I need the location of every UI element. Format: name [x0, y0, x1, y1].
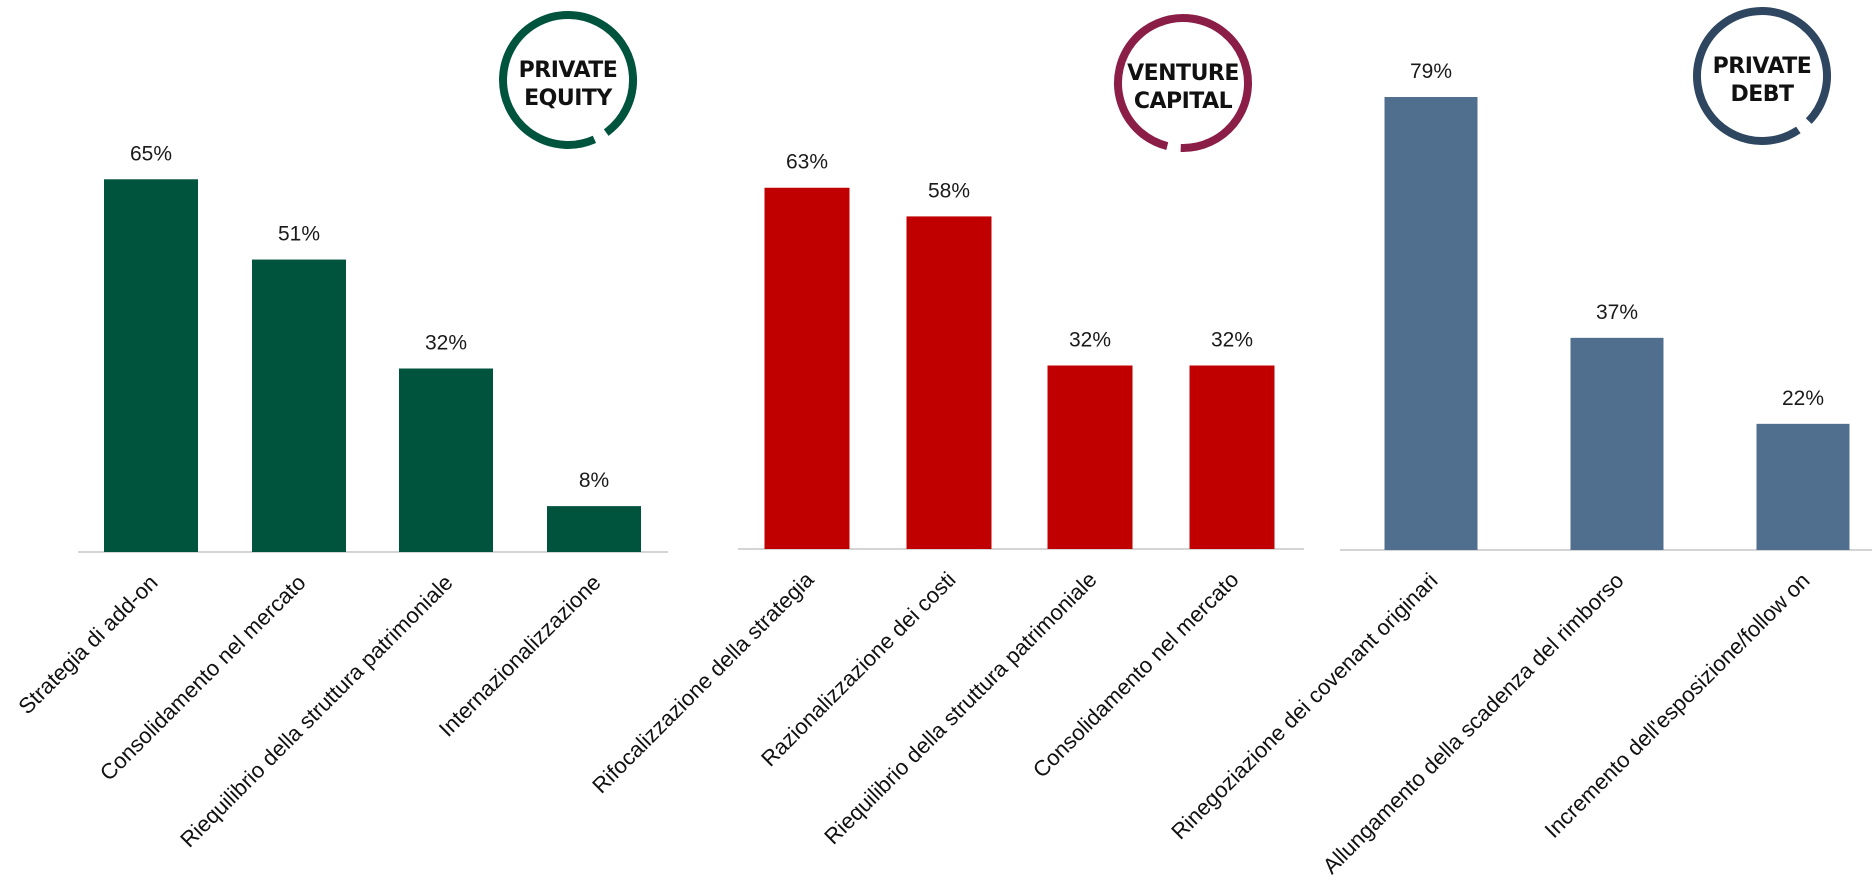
bar	[399, 368, 493, 552]
bar	[252, 259, 346, 552]
category-label: Internazionalizzazione	[434, 570, 606, 742]
chart-panel: 63%Rifocalizzazione della strategia58%Ra…	[587, 14, 1304, 849]
data-label: 63%	[786, 151, 828, 174]
bar	[1570, 337, 1664, 550]
category-label: Strategia di add-on	[13, 570, 162, 719]
category-label: Rifocalizzazione della strategia	[587, 566, 819, 798]
badge-title-line1: PRIVATE	[1713, 54, 1812, 79]
badge-ring	[1114, 14, 1252, 152]
badge-title-line1: PRIVATE	[519, 58, 618, 83]
badge-title-line2: DEBT	[1730, 82, 1794, 107]
category-label: Riequilibrio della struttura patrimonial…	[175, 570, 457, 852]
bar	[1384, 97, 1478, 550]
chart-panel: 65%Strategia di add-on51%Consolidamento …	[13, 11, 668, 852]
badge-ring	[499, 11, 638, 149]
bar	[547, 506, 641, 552]
data-label: 51%	[278, 223, 320, 246]
category-label: Riequilibrio della struttura patrimonial…	[819, 567, 1101, 849]
data-label: 37%	[1596, 301, 1638, 324]
bar	[1047, 365, 1133, 549]
bar	[104, 179, 198, 552]
data-label: 32%	[1211, 329, 1253, 352]
badge-title-line2: CAPITAL	[1134, 89, 1233, 114]
data-label: 58%	[928, 179, 970, 202]
bar	[1756, 423, 1850, 550]
bar	[764, 187, 850, 550]
data-label: 32%	[1069, 329, 1111, 352]
data-label: 8%	[579, 469, 609, 492]
bar	[906, 216, 992, 549]
badge-ring	[1692, 7, 1831, 145]
data-label: 79%	[1410, 60, 1452, 83]
bar	[1189, 365, 1275, 549]
badge-title-line1: VENTURE	[1127, 61, 1239, 86]
category-label: Allungamento della scadenza del rimborso	[1318, 568, 1629, 876]
data-label: 22%	[1782, 387, 1824, 410]
data-label: 65%	[130, 142, 172, 165]
data-label: 32%	[425, 332, 467, 355]
badge-title-line2: EQUITY	[524, 86, 613, 111]
